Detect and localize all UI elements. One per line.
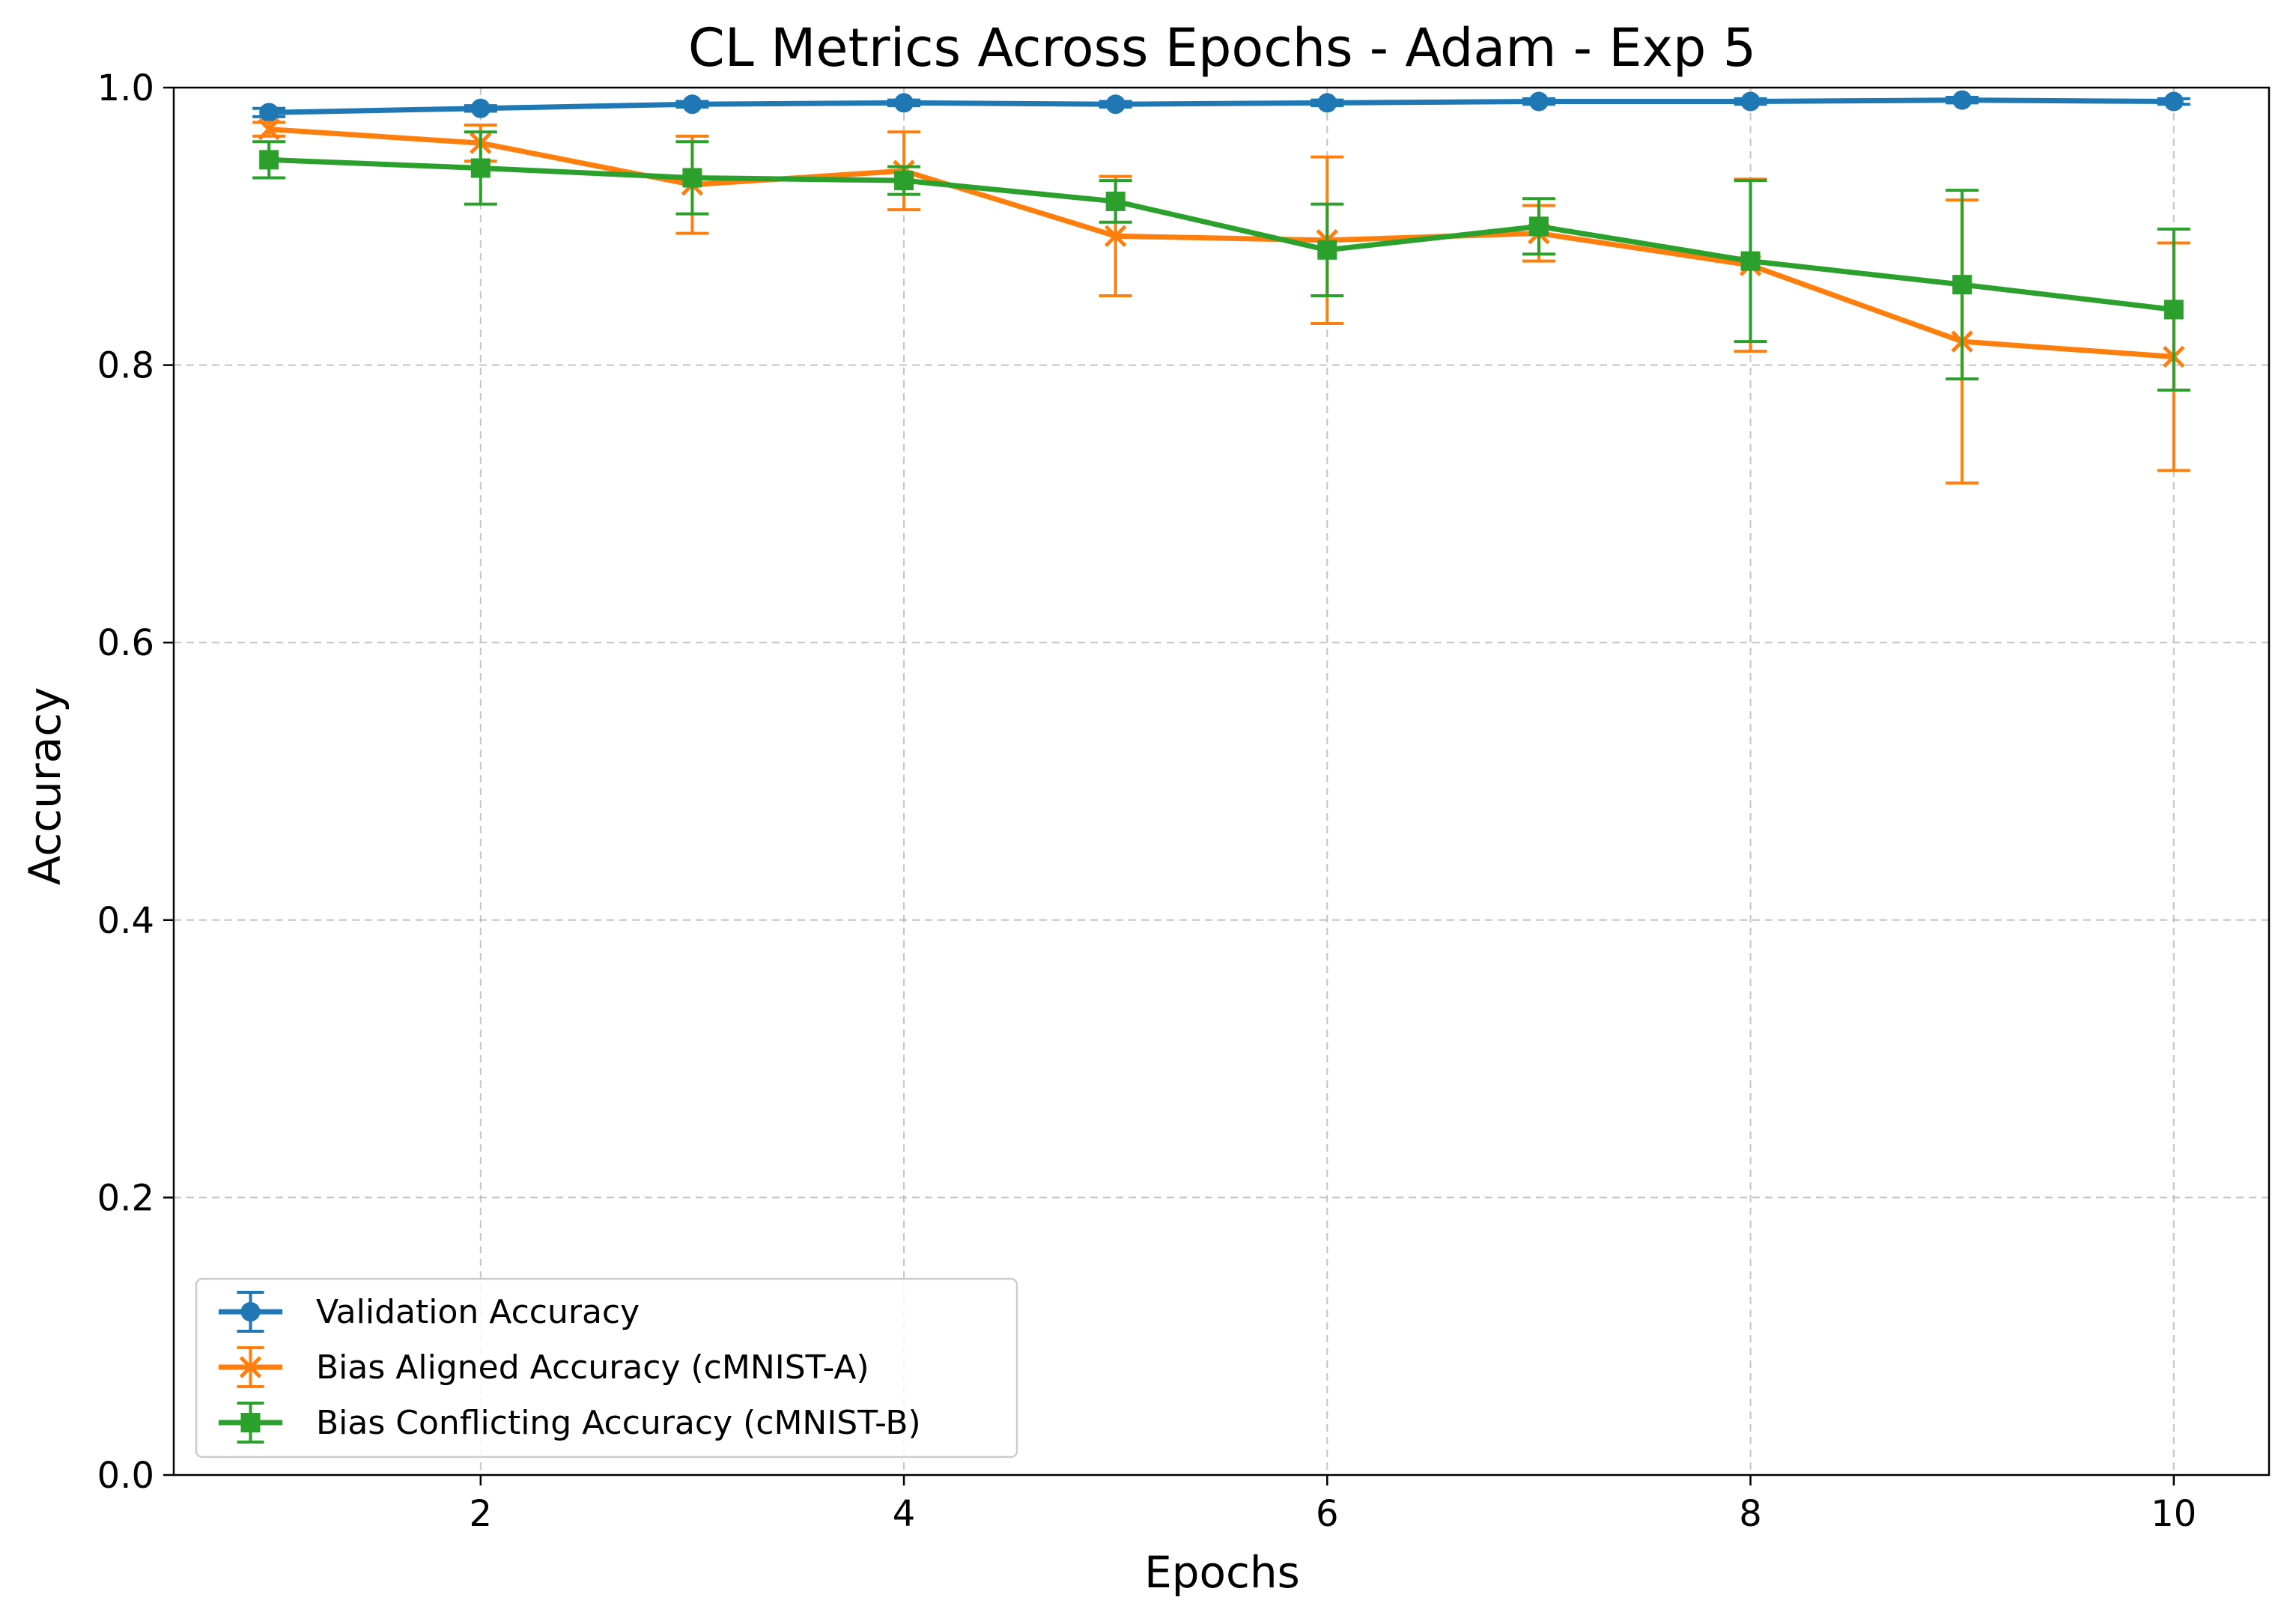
y-axis-label: Accuracy	[19, 687, 70, 886]
y-tick-label: 0.2	[97, 1177, 154, 1219]
x-tick-label: 10	[2151, 1493, 2196, 1535]
x-axis-label: Epochs	[1144, 1547, 1300, 1598]
legend-box	[195, 1277, 1018, 1459]
data-point	[1740, 91, 1761, 112]
legend-item: Bias Conflicting Accuracy (cMNIST-B)	[219, 1402, 921, 1444]
x-tick-label: 4	[893, 1493, 916, 1535]
data-point	[1104, 225, 1127, 248]
data-point	[2163, 299, 2184, 320]
plot-area	[174, 88, 2269, 1475]
data-point	[470, 98, 490, 118]
series-line	[269, 156, 2175, 312]
legend-label: Validation Accuracy	[316, 1293, 640, 1331]
data-point	[1105, 191, 1126, 211]
y-tick-label: 0.0	[97, 1455, 154, 1497]
data-point	[1952, 90, 1972, 110]
legend-item: Bias Aligned Accuracy (cMNIST-A)	[219, 1346, 869, 1388]
data-point	[259, 103, 279, 123]
x-tick-label: 2	[470, 1493, 493, 1535]
data-point	[1317, 240, 1337, 260]
data-point	[682, 168, 702, 188]
marker-stroke	[258, 118, 280, 141]
y-axis-ticks: 0.0 0.2 0.4 0.6 0.8 1.0	[97, 67, 174, 1497]
y-tick-label: 0.6	[97, 622, 154, 664]
marker-stroke	[239, 1356, 262, 1378]
data-point	[470, 158, 490, 178]
legend-label: Bias Conflicting Accuracy (cMNIST-B)	[316, 1404, 921, 1442]
series-3	[252, 130, 2190, 392]
series-line	[269, 97, 2174, 115]
data-point	[259, 150, 279, 170]
legend-item: Validation Accuracy	[219, 1291, 640, 1333]
data-point	[894, 93, 914, 113]
x-axis-ticks: 2 4 6 8 10	[470, 1475, 2196, 1535]
data-point	[1740, 251, 1761, 271]
data-point	[682, 94, 702, 115]
y-tick-label: 0.4	[97, 900, 154, 942]
data-point	[240, 1413, 261, 1432]
data-point	[239, 1356, 262, 1378]
data-point	[240, 1302, 261, 1322]
series-1	[252, 90, 2190, 123]
data-point	[1528, 216, 1549, 237]
x-tick-label: 8	[1739, 1493, 1762, 1535]
data-point	[258, 118, 280, 141]
series-line	[268, 127, 2175, 359]
legend: Validation Accuracy Bias Aligned Accuracy…	[195, 1277, 1018, 1459]
y-tick-label: 1.0	[97, 67, 154, 109]
axes-frame	[172, 86, 2271, 1476]
y-tick-label: 0.8	[97, 345, 154, 387]
data-point	[1528, 91, 1549, 112]
data-point	[1952, 275, 1972, 295]
data-point	[2163, 91, 2184, 112]
chart-title: CL Metrics Across Epochs - Adam - Exp 5	[688, 17, 1756, 79]
marker-stroke	[1104, 225, 1127, 248]
data-point	[1105, 94, 1126, 115]
data-point	[1317, 93, 1337, 113]
x-tick-label: 6	[1316, 1493, 1339, 1535]
data-point	[894, 171, 914, 191]
legend-label: Bias Aligned Accuracy (cMNIST-A)	[316, 1348, 869, 1387]
